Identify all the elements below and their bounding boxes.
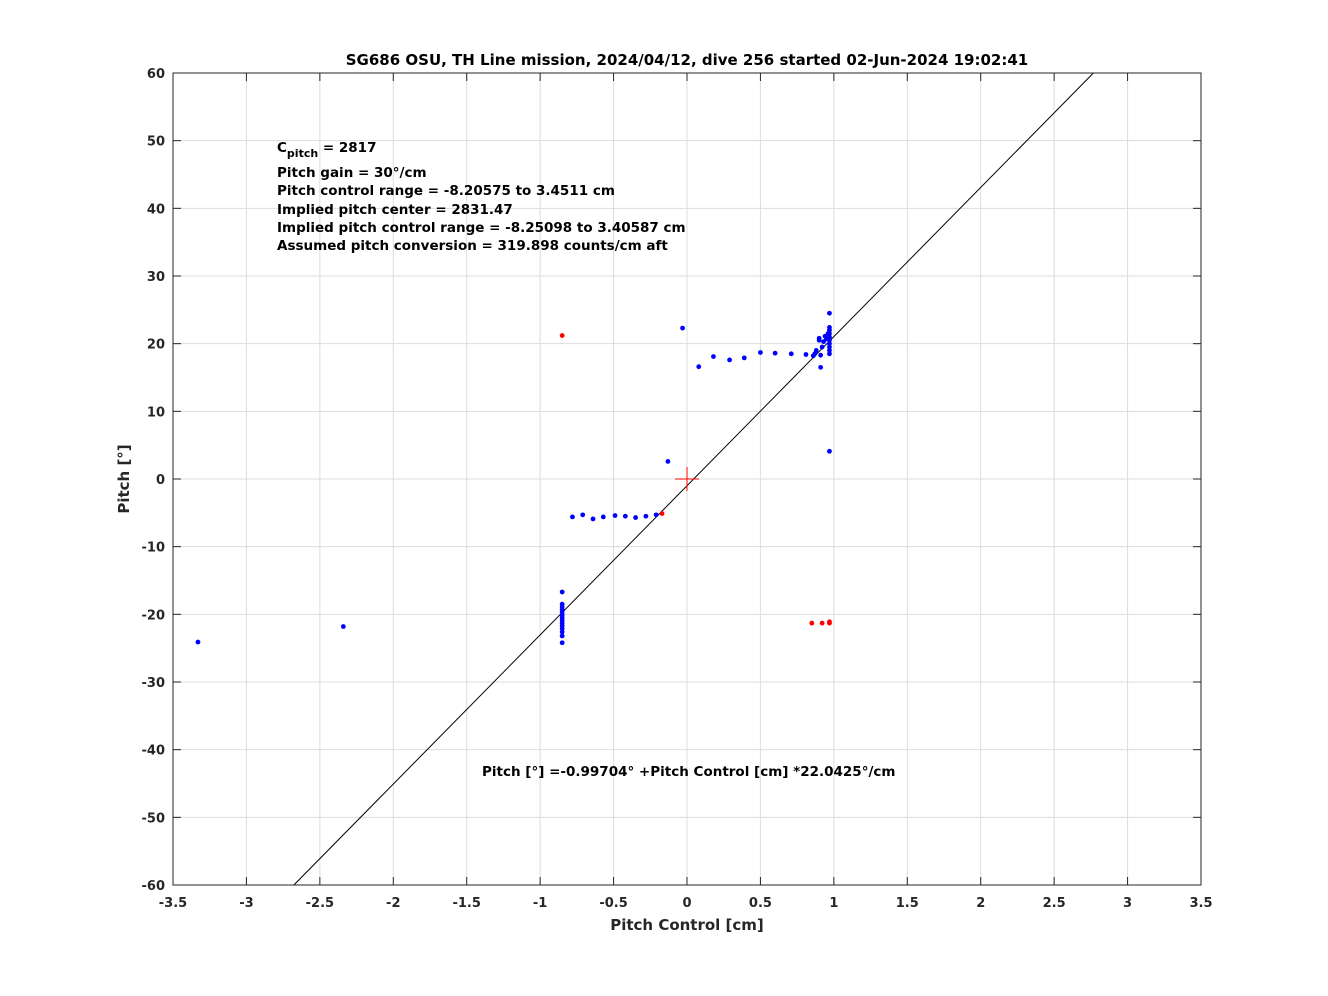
tick-marks — [172, 72, 1202, 886]
data-point — [659, 511, 665, 516]
data-point — [819, 344, 825, 350]
data-point — [559, 601, 565, 607]
x-tick-label: -3.5 — [159, 896, 187, 911]
y-tick-label: -50 — [142, 811, 166, 826]
data-point — [772, 350, 778, 356]
data-point — [809, 620, 815, 626]
data-point — [803, 352, 809, 357]
x-tick-label: 2 — [976, 896, 985, 911]
data-point — [827, 331, 832, 336]
data-point — [741, 355, 747, 361]
x-tick-label: 3.5 — [1189, 896, 1212, 911]
data-point — [827, 337, 832, 343]
tick-labels: -3.5 -3 -2.5 -2 -1.5 -1 -0.5 0 0.5 1 1.5 2 2.5 3 3.5 -6… — [142, 67, 1213, 911]
data-point — [827, 344, 832, 350]
y-tick-label: -10 — [142, 541, 166, 556]
y-tick-label: 30 — [147, 270, 165, 285]
data-point — [711, 354, 716, 359]
pitch-gain-annotation: Pitch gain = 30°/cm — [277, 165, 427, 181]
y-tick-label: -40 — [142, 744, 166, 759]
implied-range-annotation: Implied pitch control range = -8.25098 t… — [277, 220, 686, 236]
data-point — [827, 351, 832, 357]
data-point — [559, 633, 565, 639]
pitch-control-range-annotation: Pitch control range = -8.20575 to 3.4511… — [277, 183, 615, 199]
c-pitch-value: = 2817 — [318, 140, 376, 156]
data-point — [559, 640, 565, 646]
fit-equation: Pitch [°] =-0.99704° +Pitch Control [cm]… — [482, 764, 895, 780]
pitch-conversion-annotation: Assumed pitch conversion = 319.898 count… — [277, 238, 668, 254]
data-point — [680, 325, 685, 331]
y-tick-label: 50 — [147, 135, 165, 150]
data-point — [643, 513, 649, 519]
y-tick-label: 10 — [147, 405, 165, 420]
y-axis-label: Pitch [°] — [115, 444, 133, 513]
data-point — [819, 620, 825, 626]
x-tick-label: -2.5 — [306, 896, 334, 911]
c-pitch-prefix: C — [277, 140, 287, 156]
y-tick-label: -20 — [142, 608, 166, 623]
grid-lines — [172, 72, 1202, 886]
y-tick-label: 0 — [156, 473, 165, 488]
x-axis-label: Pitch Control [cm] — [610, 916, 764, 934]
data-point — [816, 337, 822, 343]
chart-title: SG686 OSU, TH Line mission, 2024/04/12, … — [346, 51, 1029, 69]
data-point — [696, 364, 702, 370]
y-tick-label: -30 — [142, 676, 166, 691]
x-tick-label: 3 — [1123, 896, 1132, 911]
center-marker — [675, 467, 699, 491]
data-point — [827, 619, 832, 625]
data-point — [633, 515, 638, 520]
data-point — [622, 513, 628, 519]
data-point — [818, 364, 824, 370]
data-point — [195, 639, 201, 645]
data-point — [653, 512, 659, 518]
data-point — [758, 350, 763, 355]
data-point — [600, 514, 606, 520]
x-tick-label: -0.5 — [599, 896, 627, 911]
x-tick-label: 0 — [682, 896, 691, 911]
data-point — [827, 325, 832, 330]
x-tick-label: 1 — [829, 896, 838, 911]
c-pitch-annotation: Cpitch = 2817 — [277, 140, 376, 160]
implied-pitch-center-annotation: Implied pitch center = 2831.47 — [277, 202, 513, 218]
x-tick-label: 0.5 — [749, 896, 772, 911]
data-point — [788, 351, 794, 357]
x-tick-label: -1 — [533, 896, 547, 911]
data-point — [612, 513, 618, 518]
x-tick-label: -2 — [386, 896, 400, 911]
data-points — [195, 310, 832, 646]
data-point — [818, 352, 824, 358]
data-point — [559, 589, 565, 595]
x-tick-label: -3 — [239, 896, 253, 911]
data-point — [727, 357, 732, 363]
x-tick-label: -1.5 — [452, 896, 480, 911]
data-point — [813, 348, 819, 353]
data-point — [827, 448, 832, 454]
data-point — [827, 334, 832, 340]
data-point — [827, 348, 832, 353]
data-point — [827, 310, 832, 316]
y-tick-label: 40 — [147, 202, 165, 217]
y-tick-label: -60 — [142, 879, 166, 894]
data-point — [827, 341, 832, 347]
c-pitch-subscript: pitch — [287, 147, 318, 160]
data-point — [559, 333, 565, 338]
data-point — [665, 459, 671, 464]
x-tick-label: 2.5 — [1043, 896, 1066, 911]
data-point — [580, 512, 586, 518]
data-point — [570, 514, 575, 520]
data-point — [340, 624, 346, 629]
y-tick-label: 20 — [147, 338, 165, 353]
x-tick-label: 1.5 — [896, 896, 919, 911]
y-tick-label: 60 — [147, 67, 165, 82]
data-point — [590, 516, 596, 522]
data-point — [559, 629, 565, 635]
